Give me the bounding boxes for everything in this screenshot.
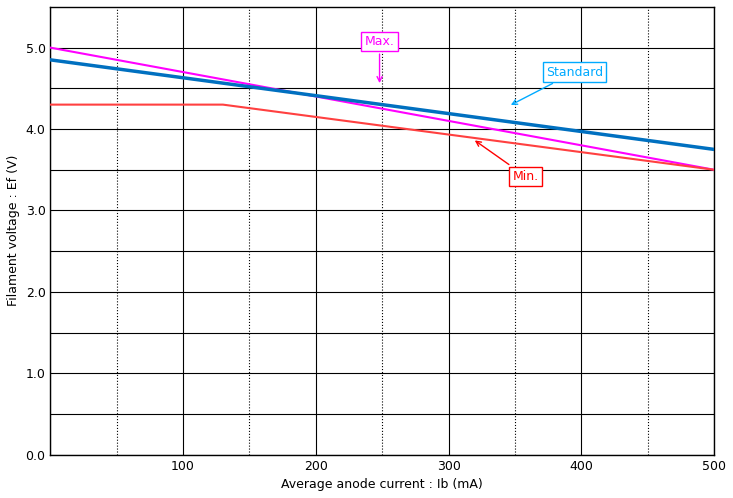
Text: Standard: Standard <box>512 66 603 104</box>
Text: Min.: Min. <box>476 141 539 183</box>
Y-axis label: Filament voltage : Ef (V): Filament voltage : Ef (V) <box>7 155 20 306</box>
Text: Max.: Max. <box>364 35 394 82</box>
X-axis label: Average anode current : Ib (mA): Average anode current : Ib (mA) <box>281 478 483 491</box>
